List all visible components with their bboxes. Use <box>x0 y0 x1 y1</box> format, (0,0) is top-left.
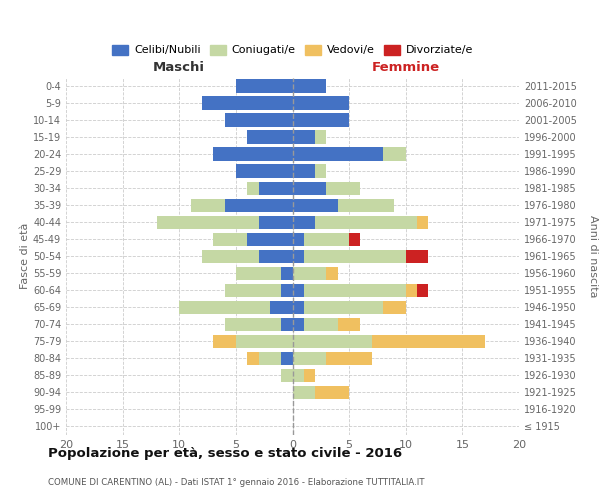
Bar <box>406 250 428 263</box>
Legend: Celibi/Nubili, Coniugati/e, Vedovi/e, Divorziate/e: Celibi/Nubili, Coniugati/e, Vedovi/e, Di… <box>107 40 478 60</box>
Bar <box>259 352 281 365</box>
Y-axis label: Anni di nascita: Anni di nascita <box>588 215 598 298</box>
Bar <box>224 284 281 297</box>
Bar <box>236 80 293 92</box>
Bar <box>224 198 293 212</box>
Bar <box>293 232 304 246</box>
Bar <box>293 369 304 382</box>
Bar <box>281 318 293 331</box>
Bar <box>293 386 315 399</box>
Bar <box>293 164 315 178</box>
Bar <box>315 164 326 178</box>
Bar <box>293 334 372 348</box>
Bar <box>247 130 293 143</box>
Bar <box>349 232 361 246</box>
Bar <box>259 250 293 263</box>
Bar <box>213 334 236 348</box>
Bar <box>293 284 304 297</box>
Bar <box>315 216 417 229</box>
Bar <box>247 232 293 246</box>
Y-axis label: Fasce di età: Fasce di età <box>20 223 30 290</box>
Bar <box>293 250 304 263</box>
Bar <box>293 182 326 195</box>
Bar <box>236 164 293 178</box>
Bar <box>224 114 293 126</box>
Bar <box>406 284 417 297</box>
Text: Popolazione per età, sesso e stato civile - 2016: Popolazione per età, sesso e stato civil… <box>48 448 402 460</box>
Bar <box>236 334 293 348</box>
Text: COMUNE DI CARENTINO (AL) - Dati ISTAT 1° gennaio 2016 - Elaborazione TUTTITALIA.: COMUNE DI CARENTINO (AL) - Dati ISTAT 1°… <box>48 478 425 487</box>
Bar <box>326 182 361 195</box>
Bar <box>281 266 293 280</box>
Bar <box>281 369 293 382</box>
Bar <box>293 352 326 365</box>
Bar <box>213 232 247 246</box>
Bar <box>293 216 315 229</box>
Bar <box>236 266 281 280</box>
Bar <box>338 318 361 331</box>
Bar <box>326 266 338 280</box>
Bar <box>224 318 281 331</box>
Bar <box>281 352 293 365</box>
Bar <box>304 318 338 331</box>
Bar <box>372 334 485 348</box>
Bar <box>191 198 224 212</box>
Bar <box>304 300 383 314</box>
Bar <box>293 198 338 212</box>
Bar <box>157 216 259 229</box>
Text: Maschi: Maschi <box>153 61 205 74</box>
Bar <box>304 232 349 246</box>
Bar <box>315 130 326 143</box>
Bar <box>315 386 349 399</box>
Bar <box>293 130 315 143</box>
Bar <box>304 369 315 382</box>
Bar <box>270 300 293 314</box>
Bar <box>259 216 293 229</box>
Bar <box>293 300 304 314</box>
Bar <box>417 284 428 297</box>
Text: Femmine: Femmine <box>371 61 440 74</box>
Bar <box>179 300 270 314</box>
Bar <box>326 352 372 365</box>
Bar <box>383 300 406 314</box>
Bar <box>259 182 293 195</box>
Bar <box>247 352 259 365</box>
Bar <box>304 284 406 297</box>
Bar <box>338 198 394 212</box>
Bar <box>383 148 406 160</box>
Bar <box>293 96 349 110</box>
Bar <box>293 148 383 160</box>
Bar <box>293 80 326 92</box>
Bar <box>417 216 428 229</box>
Bar <box>304 250 406 263</box>
Bar <box>281 284 293 297</box>
Bar <box>293 114 349 126</box>
Bar <box>213 148 293 160</box>
Bar <box>202 96 293 110</box>
Bar <box>293 318 304 331</box>
Bar <box>202 250 259 263</box>
Bar <box>247 182 259 195</box>
Bar <box>293 266 326 280</box>
